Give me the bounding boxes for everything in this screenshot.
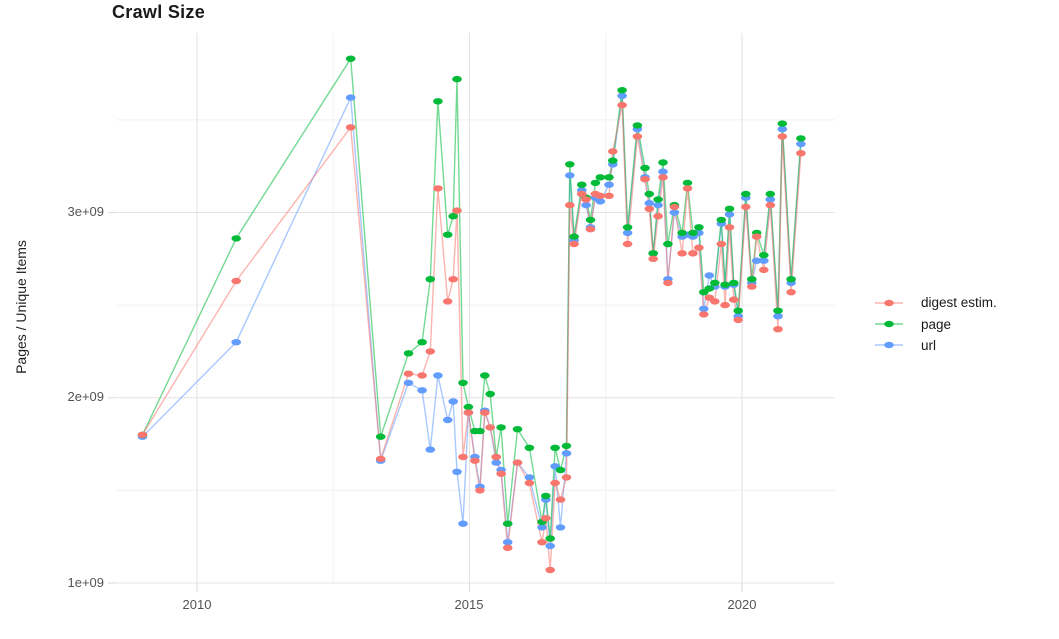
x-tick-label-2010: 2010 <box>182 597 212 612</box>
y-axis-title: Pages / Unique Items <box>13 240 29 374</box>
y-tick-label-2e09: 2e+09 <box>67 389 104 404</box>
legend-item-digest: digest estim. <box>874 292 997 313</box>
url-line-dot-icon <box>875 342 903 349</box>
y-tick-label-3e09: 3e+09 <box>67 204 104 219</box>
x-tick-label-2020: 2020 <box>727 597 757 612</box>
page-line-dot-icon <box>875 320 903 328</box>
digest-line-dot-icon <box>875 299 903 306</box>
y-tick-label-1e09: 1e+09 <box>67 575 104 590</box>
legend-item-label: url <box>921 337 937 353</box>
chart-title: Crawl Size <box>112 2 206 22</box>
x-tick-label-2015: 2015 <box>454 597 484 612</box>
legend-item-page: page <box>874 313 997 334</box>
legend-item-label: digest estim. <box>921 295 997 311</box>
legend-item-label: page <box>921 316 952 332</box>
legend-item-url: url <box>874 335 997 356</box>
legend: digest estim. page url <box>874 292 997 356</box>
